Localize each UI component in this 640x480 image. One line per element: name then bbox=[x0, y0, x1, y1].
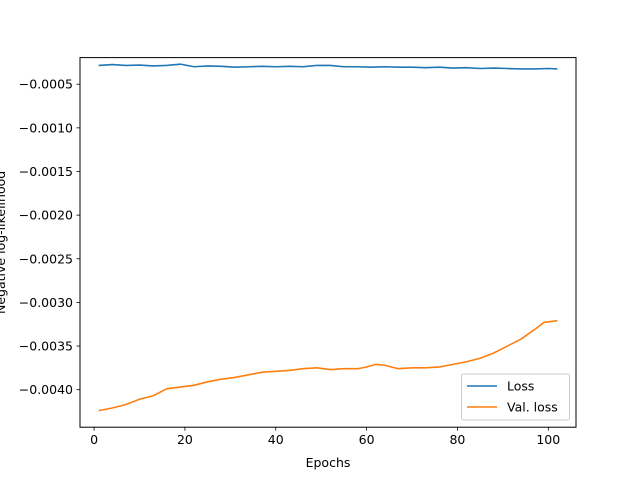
plot-frame bbox=[79, 57, 577, 428]
x-tick-label: 60 bbox=[359, 432, 375, 447]
legend: Loss Val. loss bbox=[461, 373, 570, 421]
x-tick-label: 40 bbox=[268, 432, 284, 447]
y-tick-label: −0.0015 bbox=[19, 164, 73, 179]
y-tick-label: −0.0025 bbox=[19, 251, 73, 266]
x-tick-label: 20 bbox=[177, 432, 193, 447]
series-layer bbox=[98, 63, 558, 412]
x-tick-label: 80 bbox=[449, 432, 465, 447]
y-tick-label: −0.0005 bbox=[19, 77, 73, 92]
x-tick-label: 0 bbox=[90, 432, 98, 447]
y-tick-label: −0.0020 bbox=[19, 208, 73, 223]
y-tick-label: −0.0040 bbox=[19, 382, 73, 397]
x-tick-label: 100 bbox=[536, 432, 560, 447]
ticks-layer: 0 20 40 60 80 100 −0.0005 −0.0010 −0.0015 −0.0020… bbox=[19, 77, 560, 447]
y-tick-label: −0.0035 bbox=[19, 339, 73, 354]
series-line-loss bbox=[98, 63, 558, 70]
y-axis-label: Negative log-likelihood bbox=[0, 171, 8, 314]
legend-label-loss: Loss bbox=[507, 379, 534, 394]
legend-label-val-loss: Val. loss bbox=[507, 400, 558, 415]
x-axis-label: Epochs bbox=[306, 455, 351, 470]
y-tick-label: −0.0030 bbox=[19, 295, 73, 310]
series-line-val-loss bbox=[98, 319, 558, 412]
y-tick-label: −0.0010 bbox=[19, 120, 73, 135]
